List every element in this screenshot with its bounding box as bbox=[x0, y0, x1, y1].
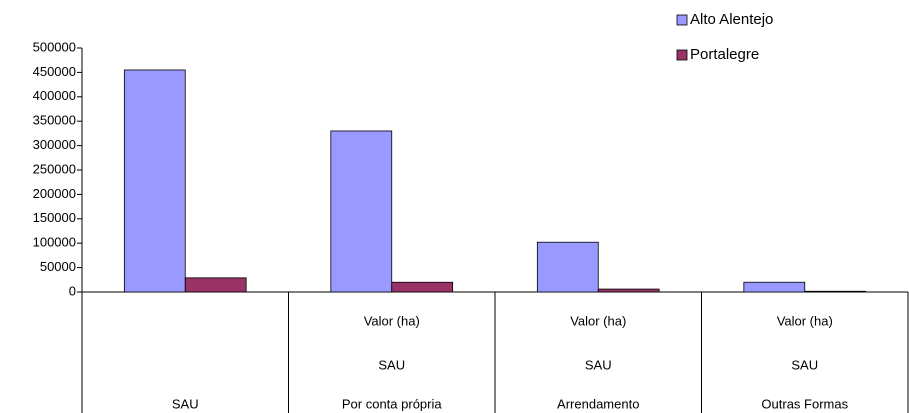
x-tick-label: Outras Formas bbox=[761, 396, 848, 411]
x-tick-label: SAU bbox=[172, 396, 199, 411]
bar bbox=[184, 277, 247, 293]
legend-label: Portalegre bbox=[690, 46, 759, 63]
bar bbox=[330, 130, 393, 293]
y-tick-label: 450000 bbox=[33, 64, 76, 79]
x-tick-label: SAU bbox=[378, 357, 405, 372]
y-tick-label: 500000 bbox=[33, 39, 76, 54]
x-tick-label: Valor (ha) bbox=[777, 313, 833, 328]
x-tick-label: SAU bbox=[585, 357, 612, 372]
bar bbox=[123, 69, 186, 293]
x-tick-label: Valor (ha) bbox=[570, 313, 626, 328]
x-tick-label: Arrendamento bbox=[557, 396, 639, 411]
bar bbox=[743, 281, 806, 293]
bar bbox=[804, 290, 867, 293]
y-tick-label: 50000 bbox=[40, 259, 76, 274]
y-tick-label: 0 bbox=[69, 283, 76, 298]
y-tick-label: 150000 bbox=[33, 210, 76, 225]
y-tick-label: 250000 bbox=[33, 161, 76, 176]
legend-label: Alto Alentejo bbox=[690, 11, 773, 28]
bar bbox=[536, 241, 599, 293]
legend-swatch bbox=[676, 14, 688, 26]
y-tick-label: 100000 bbox=[33, 235, 76, 250]
x-tick-label: Por conta própria bbox=[342, 396, 442, 411]
bar bbox=[391, 281, 454, 293]
y-tick-label: 300000 bbox=[33, 137, 76, 152]
x-tick-label: SAU bbox=[791, 357, 818, 372]
bar bbox=[597, 288, 660, 293]
x-tick-label: Valor (ha) bbox=[364, 313, 420, 328]
y-tick-label: 400000 bbox=[33, 88, 76, 103]
y-tick-label: 200000 bbox=[33, 186, 76, 201]
legend-swatch bbox=[676, 49, 688, 61]
y-tick-label: 350000 bbox=[33, 113, 76, 128]
